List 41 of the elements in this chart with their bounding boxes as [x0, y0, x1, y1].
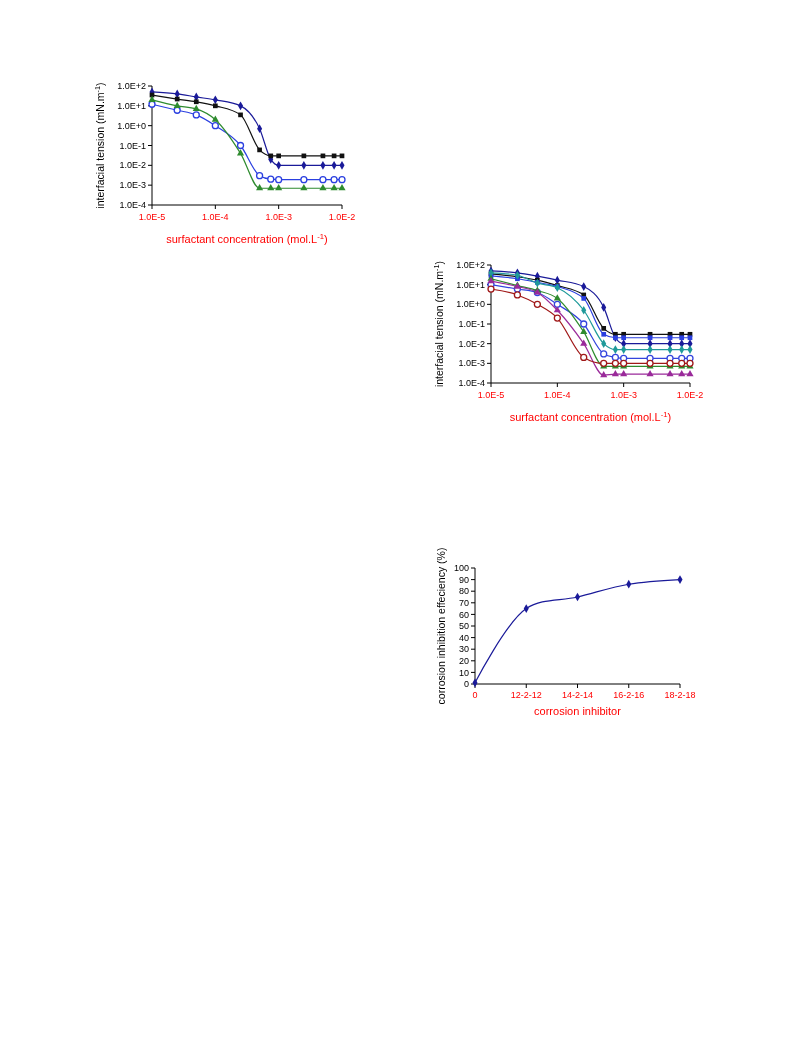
x-tick-label: 12-2-12 — [510, 690, 542, 700]
x-axis-title: surfactant concentration (mol.L$^{-1}$) — [166, 231, 328, 245]
x-tick-label: 18-2-18 — [664, 690, 696, 700]
y-tick-label: 1.0E-1 — [119, 140, 146, 151]
y-tick-label: 60 — [458, 609, 469, 620]
x-tick-label: 1.0E-5 — [138, 212, 166, 222]
x-tick-label: 1.0E-2 — [328, 212, 356, 222]
y-tick-label: 1.0E-4 — [458, 378, 485, 389]
y-tick-label: 1.0E-2 — [458, 338, 485, 349]
y-tick-label: 100 — [453, 563, 469, 574]
y-tick-label: 80 — [458, 586, 469, 597]
x-tick-label: 16-2-16 — [613, 690, 645, 700]
y-tick-label: 1.0E+0 — [117, 120, 146, 131]
y-tick-label: 1.0E-1 — [458, 319, 485, 330]
y-tick-label: 50 — [458, 621, 469, 632]
x-tick-label: 1.0E-3 — [265, 212, 292, 222]
y-tick-label: 1.0E+2 — [117, 81, 146, 92]
y-tick-label: 1.0E+2 — [456, 260, 485, 271]
y-tick-label: 1.0E+0 — [456, 299, 485, 310]
y-tick-label: 1.0E-2 — [119, 160, 146, 171]
y-tick-label: 30 — [458, 644, 469, 655]
y-tick-label: 40 — [458, 632, 469, 643]
x-tick-label: 1.0E-3 — [610, 390, 637, 400]
y-tick-label: 1.0E+1 — [117, 100, 146, 111]
x-tick-label: 1.0E-4 — [544, 390, 571, 400]
y-tick-label: 0 — [463, 679, 469, 690]
y-tick-label: 1.0E-4 — [119, 200, 146, 211]
y-tick-label: 70 — [458, 597, 469, 608]
x-tick-label: 14-2-14 — [561, 690, 594, 700]
y-tick-label: 1.0E+1 — [456, 279, 485, 290]
x-tick-label: 1.0E-4 — [202, 212, 229, 222]
y-tick-label: 1.0E-3 — [458, 358, 485, 369]
y-tick-label: 90 — [458, 574, 469, 585]
x-axis-title: surfactant concentration (mol.L$^{-1}$) — [509, 409, 672, 423]
x-tick-label: 1.0E-2 — [676, 390, 704, 400]
y-axis-title: corrosion inhibition effeciency (%) — [435, 547, 447, 705]
y-tick-label: 20 — [458, 655, 469, 666]
x-tick-label: 1.0E-5 — [477, 390, 505, 400]
y-tick-label: 10 — [458, 667, 469, 678]
y-tick-label: 1.0E-3 — [119, 180, 146, 191]
x-axis-title: corrosion inhibitor — [534, 705, 622, 717]
